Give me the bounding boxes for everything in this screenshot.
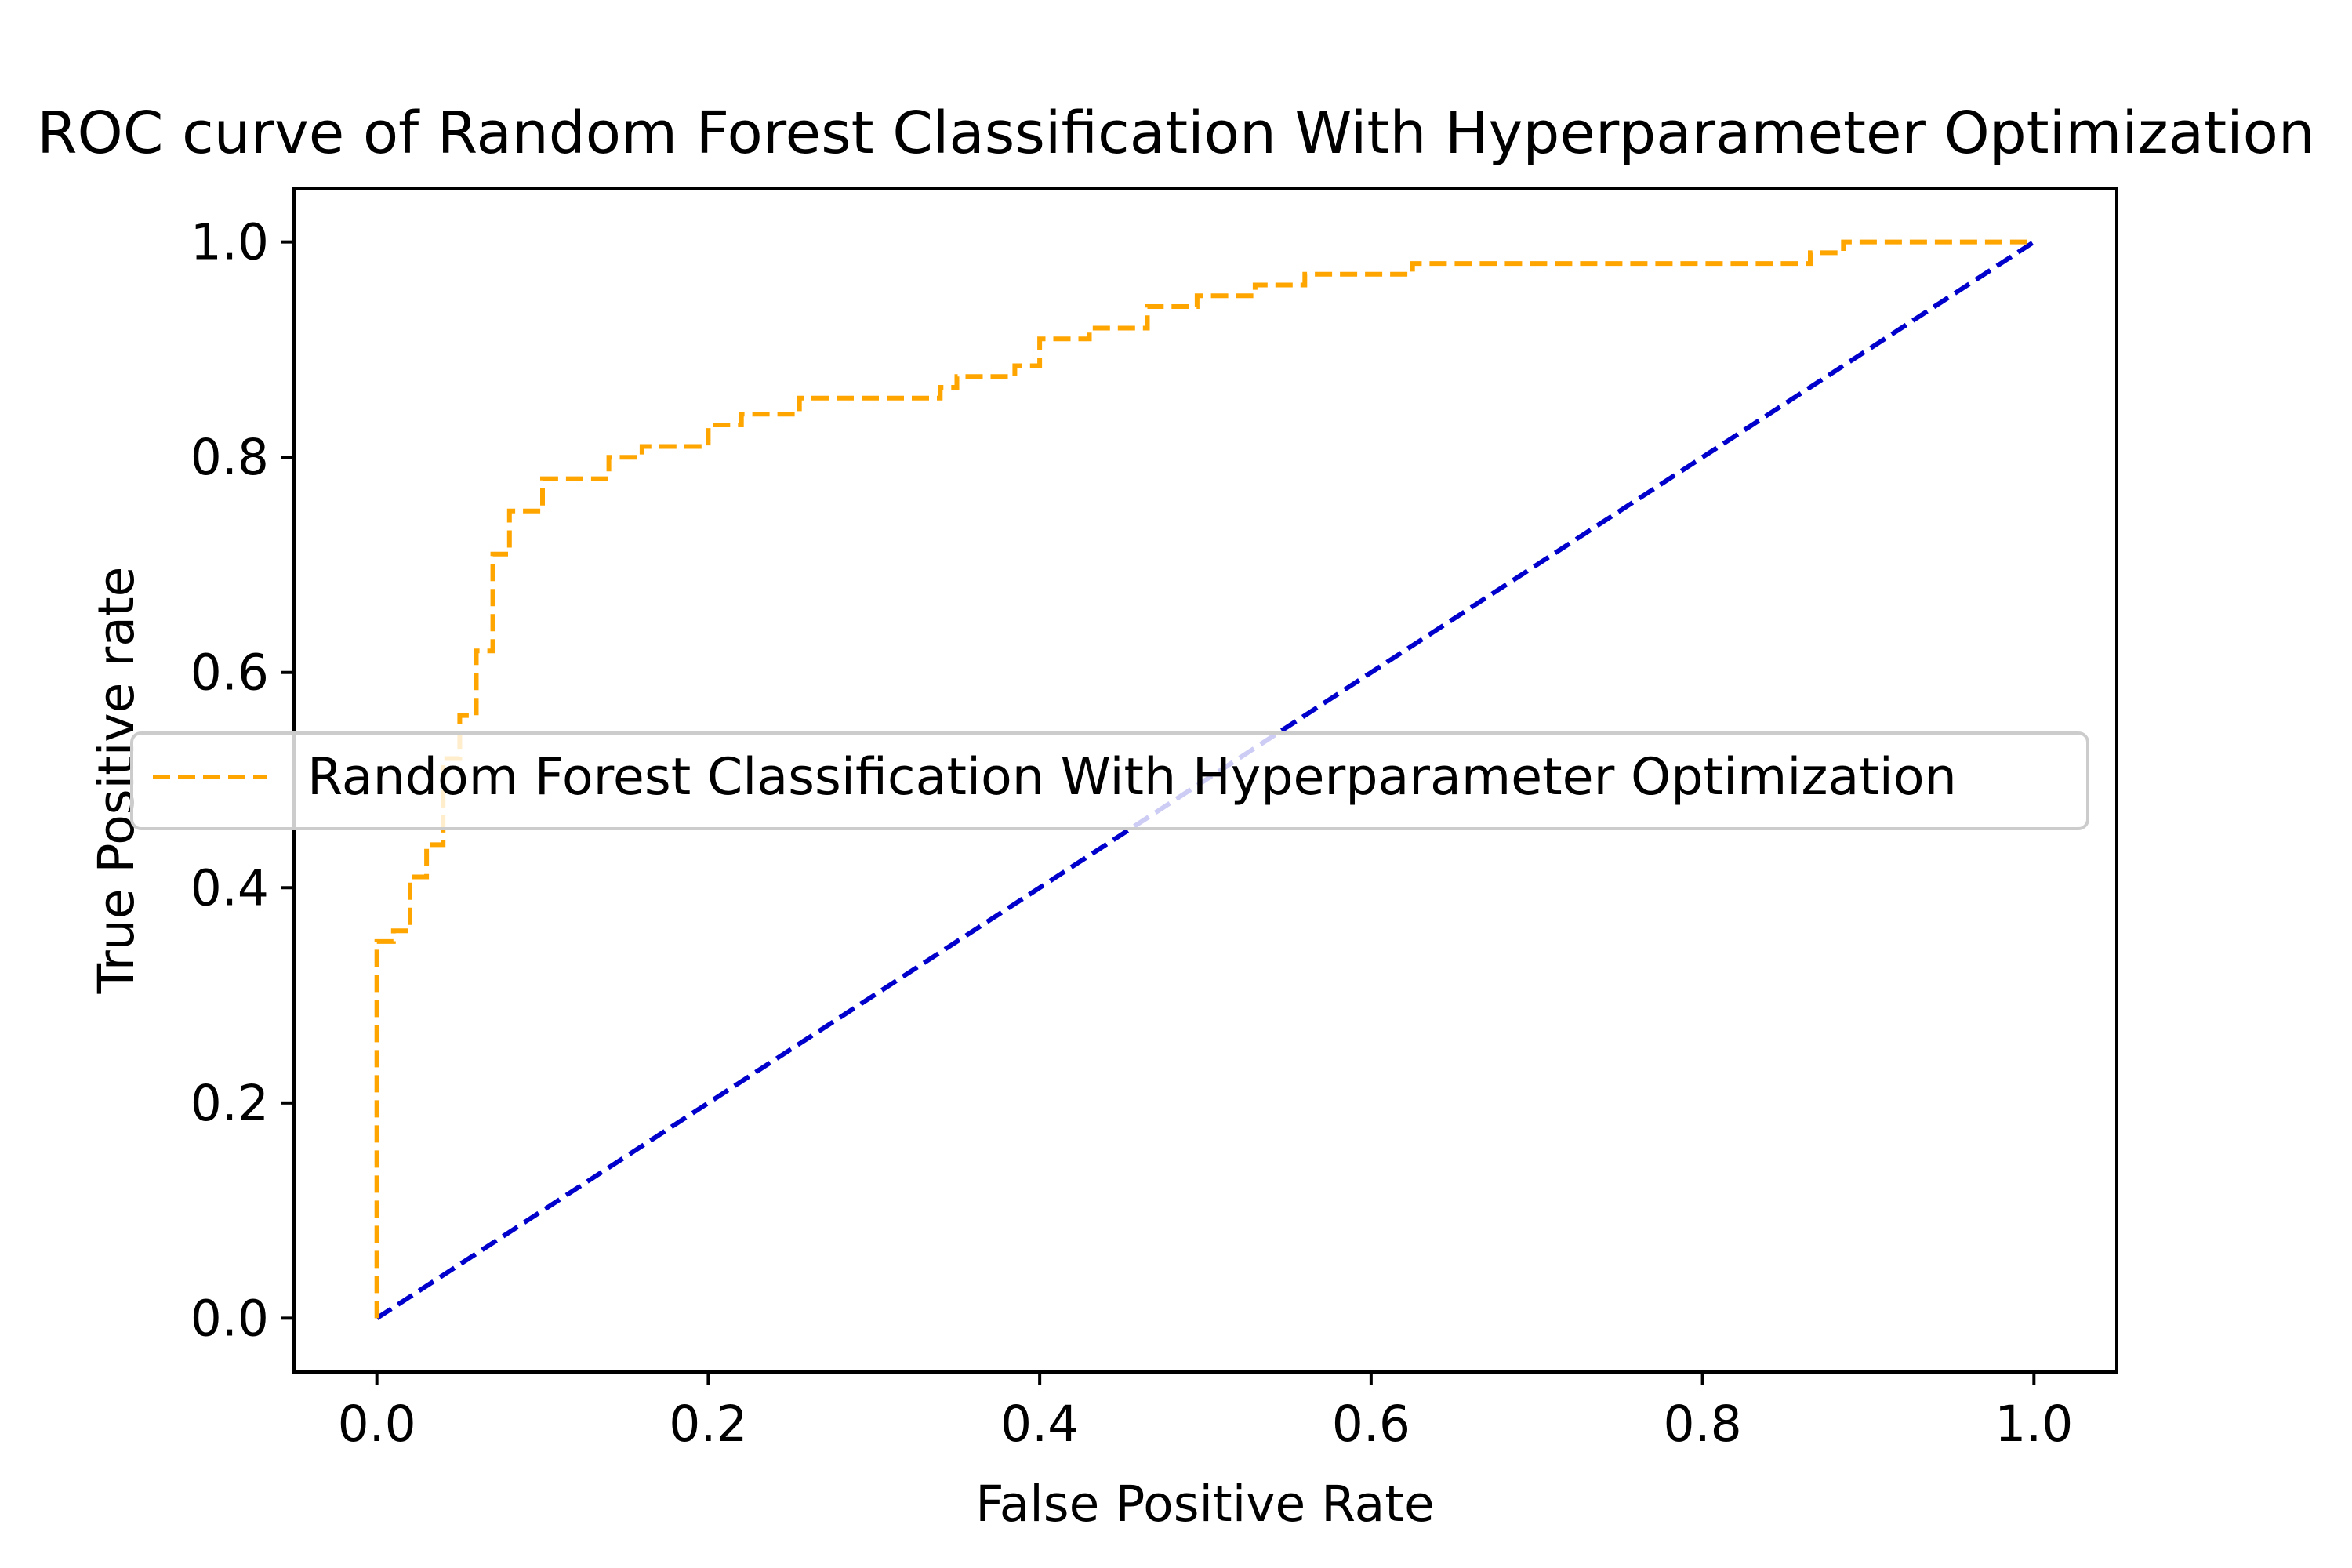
x-tick-label: 0.6 (1332, 1396, 1410, 1453)
y-tick-label: 0.8 (191, 429, 269, 486)
series-line-random-forest (374, 239, 2034, 1319)
legend-entry-random-forest: Random Forest Classification With Hyperp… (307, 748, 1957, 807)
x-tick-label: 1.0 (1994, 1396, 2073, 1453)
legend: Random Forest Classification With Hyperp… (130, 731, 2089, 830)
x-tick-label: 0.4 (1000, 1396, 1079, 1453)
x-tick-label: 0.8 (1663, 1396, 1741, 1453)
y-tick-label: 0.6 (191, 644, 269, 702)
x-axis-ticks: 0.0 0.2 0.4 0.6 0.8 1.0 (338, 1372, 2073, 1453)
chart-title: ROC curve of Random Forest Classificatio… (37, 100, 2315, 167)
x-tick-label: 0.2 (669, 1396, 747, 1453)
legend-box (130, 731, 2089, 830)
y-axis-ticks: 0.0 0.2 0.4 0.6 0.8 1.0 (191, 214, 294, 1347)
y-tick-label: 0.2 (191, 1075, 269, 1132)
y-tick-label: 1.0 (191, 214, 269, 271)
y-tick-label: 0.0 (191, 1290, 269, 1347)
x-tick-label: 0.0 (338, 1396, 416, 1453)
y-tick-label: 0.4 (191, 859, 269, 916)
x-axis-label: False Positive Rate (975, 1475, 1435, 1533)
